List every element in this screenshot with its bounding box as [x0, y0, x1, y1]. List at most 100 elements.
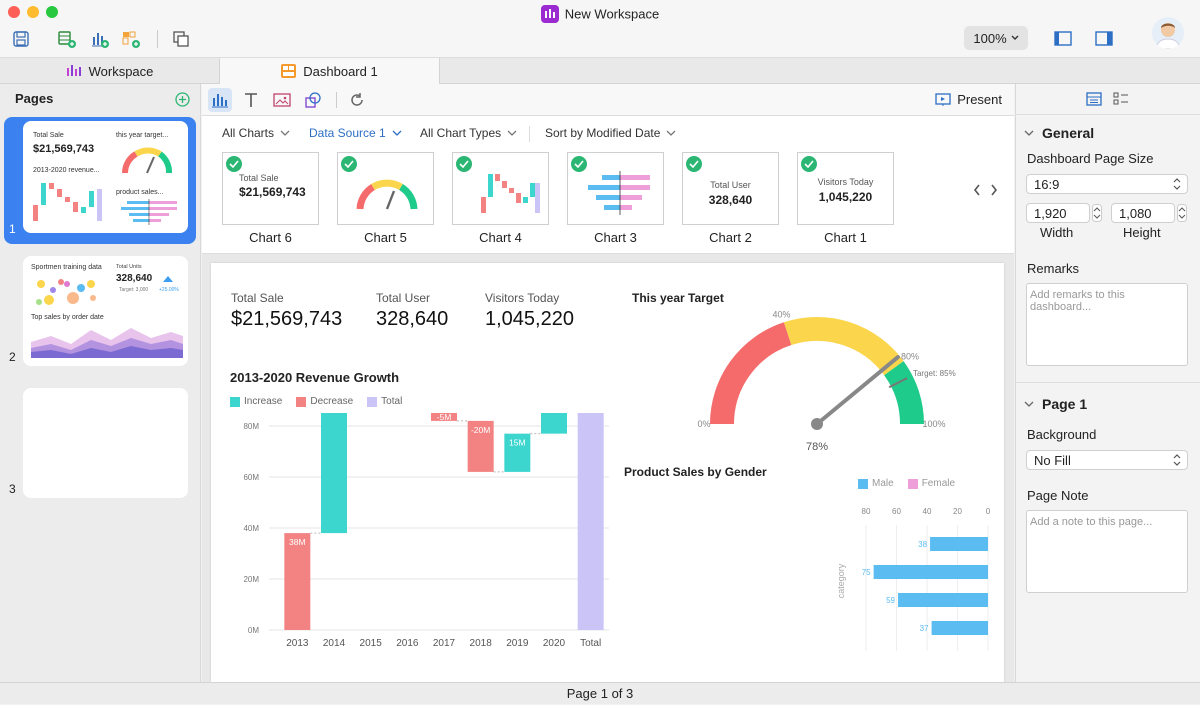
zoom-window-button[interactable]	[46, 6, 58, 18]
toggle-right-panel-icon[interactable]	[1091, 26, 1117, 52]
tab-dashboard[interactable]: Dashboard 1	[220, 58, 440, 84]
page-size-label: Dashboard Page Size	[1027, 151, 1154, 166]
chart-card-1[interactable]: Visitors Today 1,045,220	[797, 152, 894, 225]
all-charts-filter[interactable]: All Charts	[222, 126, 290, 140]
height-stepper-icon[interactable]	[1177, 204, 1187, 222]
thumb-gauge	[122, 147, 173, 174]
page-thumbnail-3[interactable]	[23, 388, 188, 498]
chart-card-3[interactable]	[567, 152, 664, 225]
chart-card-5[interactable]	[337, 152, 434, 225]
page-thumbnail-2[interactable]: Sportmen training data Total Units 328,6…	[23, 256, 188, 366]
chart-card-6[interactable]: Total Sale $21,569,743	[222, 152, 319, 225]
toolbar-divider	[336, 92, 337, 108]
text-tool-icon[interactable]	[239, 88, 263, 112]
card-kpi-value: $21,569,743	[239, 185, 306, 199]
legend-increase-label: Increase	[244, 396, 283, 407]
refresh-icon[interactable]	[345, 88, 369, 112]
sort-filter[interactable]: Sort by Modified Date	[545, 126, 676, 140]
legend-increase: Increase	[230, 396, 282, 407]
user-avatar[interactable]	[1152, 17, 1184, 49]
toolbar-divider	[157, 30, 158, 48]
gauge-target-label: Target: 85%	[913, 369, 956, 378]
shape-tool-icon[interactable]	[301, 88, 325, 112]
gauge-needle	[815, 355, 900, 426]
male-x-tick: 80	[862, 507, 871, 516]
chart-types-filter[interactable]: All Chart Types	[420, 126, 517, 140]
chevron-down-icon	[280, 130, 290, 136]
male-value-label: 38	[918, 540, 927, 549]
gauge-value-label: 78%	[806, 441, 828, 453]
remarks-label: Remarks	[1027, 261, 1080, 276]
waterfall-bar	[577, 413, 604, 630]
width-stepper-icon[interactable]	[1092, 204, 1102, 222]
remarks-textarea[interactable]: Add remarks to this dashboard...	[1026, 283, 1188, 366]
properties-panel: General Dashboard Page Size 16:9 1,920 1…	[1015, 84, 1200, 682]
thumb-kpi-value: $21,569,743	[33, 143, 95, 155]
chart-card-label: Chart 4	[479, 230, 522, 245]
checkmark-icon	[456, 156, 472, 172]
chart-card-2[interactable]: Total User 328,640	[682, 152, 779, 225]
page-size-value: 16:9	[1034, 176, 1060, 192]
card-kpi-value: 328,640	[708, 193, 753, 207]
male-bar	[898, 593, 988, 607]
image-tool-icon[interactable]	[270, 88, 294, 112]
height-input[interactable]: 1,080	[1111, 203, 1175, 223]
width-value: 1,920	[1034, 205, 1067, 221]
legend-decrease-label: Decrease	[310, 396, 354, 407]
page-thumbnail-1-selected[interactable]: 1 Total Sale $21,569,743 this year targe…	[4, 117, 196, 244]
waterfall-data-label: -20M	[471, 425, 490, 435]
male-value-label: 75	[862, 568, 871, 577]
data-source-filter[interactable]: Data Source 1	[309, 126, 402, 140]
page-note-textarea[interactable]: Add a note to this page...	[1026, 510, 1188, 593]
waterfall-data-label: -5M	[437, 413, 452, 422]
toggle-left-panel-icon[interactable]	[1050, 26, 1076, 52]
thumb-units-target: Target: 3,000	[119, 287, 149, 293]
gauge-band	[883, 361, 924, 425]
checkmark-icon	[571, 156, 587, 172]
male-x-tick: 40	[923, 507, 932, 516]
page-section-header[interactable]: Page 1	[1024, 396, 1087, 412]
waterfall-x-tick: 2016	[396, 638, 419, 649]
chevron-right-icon[interactable]	[990, 184, 998, 196]
minimize-window-button[interactable]	[27, 6, 39, 18]
male-bar	[931, 621, 988, 635]
page-size-select[interactable]: 16:9	[1026, 174, 1188, 194]
waterfall-y-tick: 40M	[243, 524, 259, 533]
properties-tab-icon[interactable]	[1086, 92, 1102, 106]
divider	[1016, 382, 1200, 383]
legend-female-label: Female	[921, 478, 956, 489]
waterfall-data-label: 90M	[582, 413, 599, 415]
layers-tab-icon[interactable]	[1113, 92, 1129, 106]
chart-card-label: Chart 2	[709, 230, 752, 245]
thumb-top-sales-label: Top sales by order date	[31, 314, 104, 321]
thumb-target-label: this year target...	[116, 132, 169, 139]
general-section-header[interactable]: General	[1024, 125, 1094, 141]
tab-workspace[interactable]: Workspace	[0, 58, 220, 84]
background-select[interactable]: No Fill	[1026, 450, 1188, 470]
present-button[interactable]: Present	[935, 92, 1002, 107]
chevron-left-icon[interactable]	[973, 184, 981, 196]
dashboard-page[interactable]: Total Sale $21,569,743 Total User 328,64…	[211, 263, 1004, 682]
kpi-total-user-label: Total User	[376, 291, 431, 305]
thumb-kpi-label: Total Sale	[33, 132, 64, 139]
add-data-source-icon[interactable]	[54, 26, 80, 52]
save-icon[interactable]	[8, 26, 34, 52]
zoom-select[interactable]: 100%	[964, 26, 1028, 50]
duplicate-icon[interactable]	[168, 26, 194, 52]
add-chart-icon[interactable]	[87, 26, 113, 52]
waterfall-bar	[467, 420, 494, 472]
close-window-button[interactable]	[8, 6, 20, 18]
kpi-total-user-value: 328,640	[376, 308, 449, 330]
tab-dashboard-label: Dashboard 1	[303, 63, 378, 79]
width-input[interactable]: 1,920	[1026, 203, 1090, 223]
kpi-total-sale-label: Total Sale	[231, 291, 284, 305]
add-dashboard-icon[interactable]	[118, 26, 144, 52]
chart-types-label: All Chart Types	[420, 126, 502, 140]
chart-tool-icon[interactable]	[208, 88, 232, 112]
add-page-icon[interactable]	[175, 92, 190, 107]
height-value: 1,080	[1119, 205, 1152, 221]
checkmark-icon	[801, 156, 817, 172]
chart-card-4[interactable]	[452, 152, 549, 225]
legend-total-label: Total	[381, 396, 403, 407]
checkmark-icon	[686, 156, 702, 172]
